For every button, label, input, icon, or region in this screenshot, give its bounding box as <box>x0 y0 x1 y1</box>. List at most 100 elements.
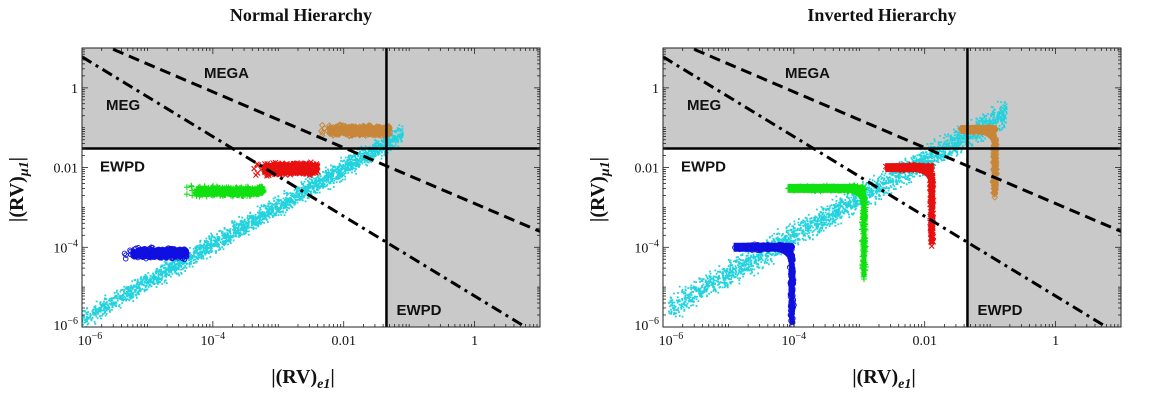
scan-point <box>151 282 154 285</box>
scan-point <box>210 251 213 253</box>
scan-point <box>211 235 214 237</box>
scan-point <box>361 162 364 165</box>
scan-point <box>91 317 94 320</box>
cluster-point <box>292 163 299 170</box>
cluster-point <box>299 167 305 173</box>
scan-point <box>94 312 97 314</box>
scan-point <box>254 220 257 222</box>
scan-point <box>145 285 147 288</box>
scan-point <box>97 311 100 313</box>
scan-point <box>118 296 121 298</box>
cluster-point <box>359 126 367 133</box>
scan-point <box>271 214 274 217</box>
cluster-point <box>182 252 189 259</box>
scan-point <box>352 167 355 169</box>
scan-point <box>358 162 361 165</box>
scan-point <box>331 165 334 168</box>
scan-point <box>238 236 240 238</box>
cluster-point <box>263 163 269 170</box>
scan-point <box>172 268 175 270</box>
scan-point <box>197 257 199 259</box>
scan-point <box>240 225 243 228</box>
scan-point <box>338 181 341 183</box>
scan-point <box>144 286 147 289</box>
scan-point <box>268 202 271 205</box>
scan-point <box>101 314 103 317</box>
scan-point <box>270 204 273 207</box>
scan-point <box>136 296 138 299</box>
scan-point <box>106 308 108 311</box>
cluster-point <box>145 252 151 258</box>
scan-point <box>344 178 347 181</box>
scan-point <box>178 274 181 277</box>
scan-point <box>350 164 353 167</box>
cluster-point <box>342 123 349 130</box>
scan-point <box>120 289 123 291</box>
scan-point <box>140 276 142 278</box>
scan-point <box>336 177 339 179</box>
scan-point <box>326 172 329 175</box>
scan-point <box>143 289 146 291</box>
scan-point <box>379 149 382 152</box>
scan-point <box>138 293 140 296</box>
scan-point <box>223 241 225 244</box>
scan-point <box>163 281 166 284</box>
scan-point <box>94 305 97 307</box>
scan-point <box>363 149 366 151</box>
cluster-point <box>319 129 326 137</box>
scan-point <box>125 298 128 301</box>
scan-point <box>238 224 241 227</box>
scan-point <box>375 139 378 142</box>
scan-point <box>154 278 157 281</box>
scan-point <box>168 262 171 265</box>
scan-point <box>285 197 287 200</box>
cluster-point <box>234 185 241 192</box>
scan-point <box>205 247 207 249</box>
scan-point <box>139 283 141 286</box>
scan-point <box>298 194 300 197</box>
scan-point <box>177 260 180 262</box>
scan-point <box>318 177 321 180</box>
scan-point <box>264 215 266 218</box>
scan-point <box>262 216 264 218</box>
scan-point <box>136 281 139 284</box>
scan-point <box>348 157 351 160</box>
scan-point <box>344 165 347 168</box>
scan-point <box>378 151 381 153</box>
scan-point <box>123 292 126 295</box>
scan-point <box>288 207 290 210</box>
scan-point <box>127 289 130 291</box>
scan-point <box>325 169 327 172</box>
scan-point <box>359 156 362 159</box>
scan-point <box>149 278 152 281</box>
scan-point <box>193 262 195 264</box>
scan-point <box>260 204 263 207</box>
scan-point <box>219 240 222 243</box>
scan-point <box>259 223 262 226</box>
scan-point <box>397 129 400 132</box>
scan-point <box>267 210 270 213</box>
scan-point <box>227 229 230 232</box>
scan-point <box>226 232 229 234</box>
scan-point <box>170 269 173 272</box>
scan-point <box>335 168 337 171</box>
scan-point <box>345 160 348 163</box>
scan-point <box>126 288 128 290</box>
scan-point <box>256 217 259 220</box>
scan-point <box>208 238 211 240</box>
scan-point <box>130 293 132 296</box>
scan-point <box>165 272 167 275</box>
scan-point <box>211 243 213 246</box>
scan-point <box>298 199 301 202</box>
scan-point <box>238 234 240 236</box>
scan-point <box>146 278 148 280</box>
scan-point <box>367 151 370 153</box>
scan-point <box>329 177 332 180</box>
scan-point <box>111 302 114 304</box>
cluster-point <box>122 255 129 262</box>
scan-point <box>238 223 241 225</box>
scan-point <box>218 239 220 241</box>
scan-point <box>359 154 362 157</box>
scan-point <box>242 221 245 223</box>
scan-point <box>332 166 335 169</box>
